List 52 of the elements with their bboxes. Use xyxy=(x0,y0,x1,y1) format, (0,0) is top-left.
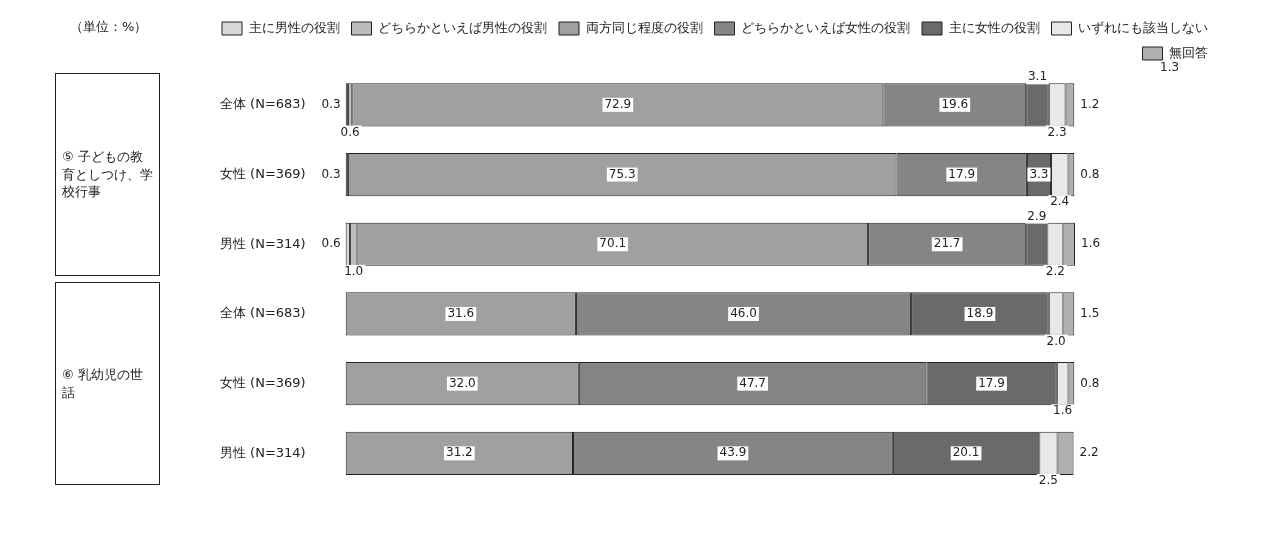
data-label: 2.2 xyxy=(1045,263,1065,278)
data-label: 18.9 xyxy=(966,306,994,321)
data-label: 47.7 xyxy=(739,375,766,390)
data-label: 43.9 xyxy=(719,445,747,460)
legend-label: 両方同じ程度の役割 xyxy=(585,19,703,35)
legend-label: どちらかといえば女性の役割 xyxy=(741,19,910,35)
data-label: 31.2 xyxy=(446,445,473,460)
data-label: 0.6 xyxy=(340,124,360,139)
y-tick-label: 女性 (N=369) xyxy=(219,165,306,181)
data-label: 72.9 xyxy=(604,96,632,111)
data-label: 0.8 xyxy=(1080,166,1100,181)
data-label: 3.3 xyxy=(1029,166,1049,181)
text: 1.3 xyxy=(1160,60,1180,74)
data-label: 20.1 xyxy=(952,445,980,460)
y-tick-label: 男性 (N=314) xyxy=(219,444,306,460)
data-label: 1.5 xyxy=(1080,306,1100,321)
data-label: 75.3 xyxy=(608,166,636,181)
data-label: 1.0 xyxy=(344,263,364,278)
legend-label: 主に男性の役割 xyxy=(248,19,340,35)
data-label: 2.4 xyxy=(1050,194,1070,209)
data-label: 32.0 xyxy=(448,375,476,390)
data-label: 17.9 xyxy=(978,375,1005,390)
data-label: 17.9 xyxy=(948,166,976,181)
data-label: 1.6 xyxy=(1053,403,1073,418)
data-label: 1.6 xyxy=(1081,236,1101,251)
text: ⑥ 乳幼児の世話 xyxy=(55,282,160,486)
data-label: 0.6 xyxy=(321,236,341,251)
legend-label: いずれにも該当しない xyxy=(1078,19,1208,35)
y-tick-label: 全体 (N=683) xyxy=(219,305,306,321)
data-label: 2.9 xyxy=(1027,208,1047,223)
y-tick-label: 女性 (N=369) xyxy=(219,375,306,391)
data-label: 2.0 xyxy=(1046,333,1066,348)
data-label: 0.8 xyxy=(1080,375,1100,390)
data-label: 46.0 xyxy=(730,306,757,321)
text: ⑤ 子どもの教育としつけ、学校行事 xyxy=(55,73,160,277)
data-label: 0.3 xyxy=(321,166,341,181)
legend-label: 主に女性の役割 xyxy=(948,19,1040,35)
y-tick-label: 男性 (N=314) xyxy=(219,235,306,251)
data-label: 0.3 xyxy=(321,96,341,111)
y-tick-label: 全体 (N=683) xyxy=(219,96,306,112)
data-label: 1.2 xyxy=(1080,96,1100,111)
text: （単位：%） xyxy=(70,18,148,36)
data-label: 2.2 xyxy=(1079,445,1099,460)
legend-label: 無回答 xyxy=(1169,44,1208,60)
data-label: 19.6 xyxy=(941,96,969,111)
data-label: 2.5 xyxy=(1038,473,1058,488)
data-label: 3.1 xyxy=(1027,69,1048,84)
data-label: 21.7 xyxy=(933,236,961,251)
data-label: 2.3 xyxy=(1047,124,1067,139)
data-label: 31.6 xyxy=(447,306,475,321)
legend-label: どちらかといえば男性の役割 xyxy=(378,19,547,35)
data-label: 70.1 xyxy=(599,236,627,251)
